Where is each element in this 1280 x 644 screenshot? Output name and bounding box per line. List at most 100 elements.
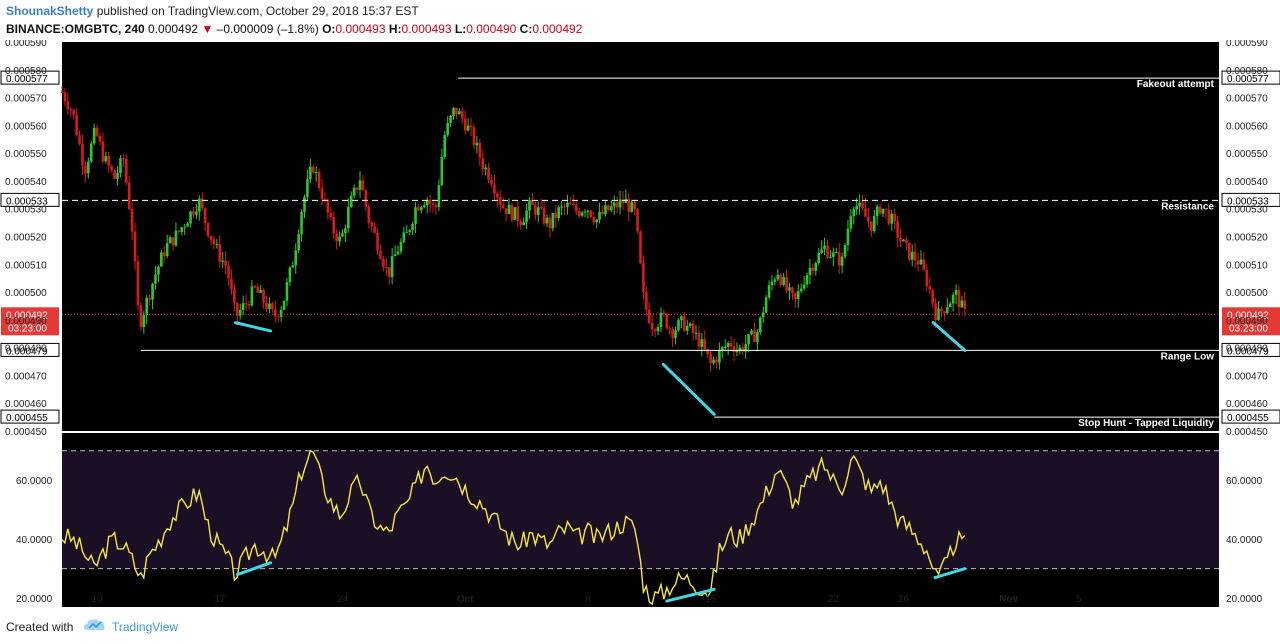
candle	[475, 135, 479, 154]
candle-body	[195, 211, 198, 215]
chart-area[interactable]: Fakeout attempt 0.000577 0.000577 Resistanc…	[0, 40, 1280, 612]
candle-body	[750, 330, 753, 335]
tradingview-brand-link[interactable]: TradingView	[112, 620, 179, 634]
level-price-tag	[1221, 70, 1280, 85]
candle-body	[928, 286, 932, 290]
candle	[189, 210, 192, 228]
candle	[227, 261, 230, 286]
price-axis-tick-right: 0.000520	[1226, 233, 1268, 244]
candle-body	[352, 187, 356, 196]
candle-body	[674, 330, 677, 339]
candle-body	[902, 239, 905, 242]
candle-body	[63, 92, 67, 102]
candle	[335, 229, 338, 250]
candle	[195, 204, 198, 220]
candle-body	[399, 241, 403, 252]
candle-body	[817, 252, 821, 264]
candle-body	[589, 210, 593, 218]
rsi-axis-tick-left: 60.0000	[16, 476, 53, 487]
candle-body	[604, 205, 607, 215]
candle	[592, 211, 596, 226]
candle-body	[504, 208, 508, 215]
candle-body	[583, 211, 587, 213]
rsi-divergence-line[interactable]	[665, 587, 716, 603]
candle-body	[481, 157, 485, 170]
candle	[160, 249, 163, 267]
rsi-divergence-line[interactable]	[235, 561, 273, 577]
candle-body	[98, 135, 102, 142]
tradingview-cloud-icon	[84, 619, 105, 630]
countdown-tag-text: 03:23:00	[8, 323, 47, 334]
symbol-label[interactable]: BINANCE:OMGBTC, 240	[6, 22, 145, 36]
candle-body	[919, 259, 923, 265]
current-price-tag	[1222, 307, 1280, 336]
price-axis-tick-left: 0.000470	[5, 371, 47, 382]
candle	[504, 208, 508, 222]
candle	[817, 247, 821, 265]
candle-body	[662, 312, 666, 314]
rsi-line[interactable]	[61, 449, 966, 606]
candle	[753, 322, 756, 343]
candle	[309, 158, 312, 184]
candle-body	[268, 303, 271, 310]
candle-body	[291, 265, 295, 268]
candle	[548, 214, 552, 238]
level-price-tag-text: 0.000455	[1227, 413, 1269, 424]
level-label: Stop Hunt - Tapped Liquidity	[1078, 418, 1214, 429]
candle-body	[221, 260, 224, 262]
candle	[940, 307, 943, 318]
price-axis-tick-left: 0.000460	[5, 399, 47, 410]
candle-body	[148, 297, 151, 300]
candle-body	[367, 206, 371, 223]
candle-body	[832, 252, 835, 257]
time-axis-tick: 24	[337, 594, 349, 605]
candle	[852, 206, 856, 225]
candle	[645, 286, 648, 317]
candle-body	[139, 305, 143, 328]
candle	[440, 148, 444, 187]
candle-body	[72, 109, 75, 115]
candle	[539, 198, 543, 210]
candle-body	[455, 107, 458, 115]
candle	[262, 288, 265, 309]
candle-body	[709, 354, 712, 364]
candle-body	[358, 180, 362, 190]
candle-body	[823, 245, 826, 250]
candle-body	[569, 202, 572, 205]
candle	[224, 251, 227, 275]
price-axis-tick-left: 0.000450	[5, 427, 47, 438]
rsi-axis-tick-left: 40.0000	[16, 535, 53, 546]
candle-body	[241, 303, 245, 311]
author-link[interactable]: ShounakShetty	[6, 4, 94, 18]
candle	[215, 239, 219, 249]
candle-body	[609, 206, 613, 211]
candle	[250, 280, 254, 307]
candle-body	[262, 289, 265, 303]
candle-body	[539, 207, 543, 209]
candle-body	[420, 207, 423, 211]
candle	[253, 284, 257, 289]
candle-body	[694, 332, 698, 334]
price-divergence-line[interactable]	[661, 362, 716, 416]
candle-body	[478, 142, 482, 158]
candle-body	[685, 325, 689, 331]
candle	[452, 107, 455, 120]
candle	[709, 350, 712, 372]
candle-body	[945, 307, 949, 314]
candle	[422, 202, 426, 209]
candle	[387, 267, 391, 286]
candle-body	[165, 243, 169, 256]
candle	[116, 166, 119, 186]
candle	[569, 196, 572, 205]
rsi-divergence-line[interactable]	[933, 567, 967, 580]
price-divergence-line[interactable]	[931, 321, 967, 352]
candle	[311, 164, 315, 174]
candle	[627, 192, 631, 222]
price-divergence-line[interactable]	[234, 321, 273, 333]
candle	[779, 272, 783, 288]
rsi-axis-tick-left: 20.0000	[16, 594, 53, 605]
candle	[271, 301, 274, 313]
candle-body	[119, 158, 122, 174]
candle	[496, 191, 499, 207]
candle	[615, 196, 619, 214]
